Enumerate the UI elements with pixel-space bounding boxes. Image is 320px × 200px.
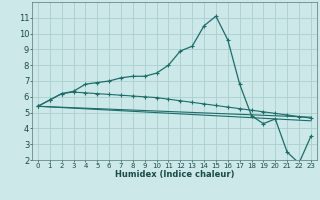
- X-axis label: Humidex (Indice chaleur): Humidex (Indice chaleur): [115, 170, 234, 179]
